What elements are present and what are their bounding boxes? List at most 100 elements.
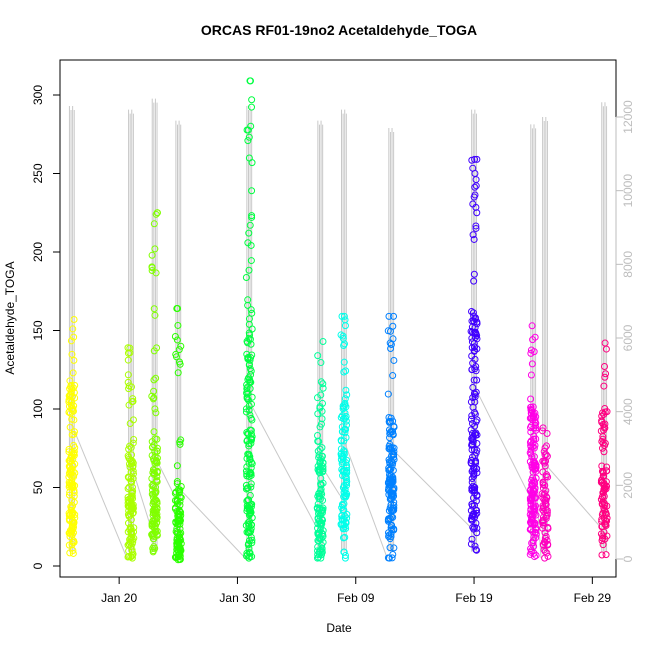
data-point <box>385 466 393 474</box>
data-point <box>342 434 350 442</box>
data-point <box>527 548 535 556</box>
data-point <box>471 155 479 163</box>
data-point <box>317 391 325 399</box>
data-point <box>471 523 479 531</box>
data-point <box>599 489 607 497</box>
data-point <box>318 415 326 423</box>
data-point <box>343 421 351 429</box>
data-point <box>526 449 534 457</box>
data-point <box>125 547 133 555</box>
y-tick-label: 0 <box>31 562 45 569</box>
data-point <box>469 394 477 402</box>
data-point <box>530 494 538 502</box>
data-point <box>150 220 158 228</box>
data-point <box>248 393 256 401</box>
data-point <box>530 453 538 461</box>
data-point <box>389 417 397 425</box>
data-point <box>244 301 252 309</box>
y2-tick-label: 10000 <box>621 174 635 208</box>
data-point <box>599 469 607 477</box>
data-point <box>601 373 609 381</box>
data-point <box>244 339 252 347</box>
data-point <box>385 478 393 486</box>
data-point <box>341 395 349 403</box>
data-point <box>173 462 181 470</box>
data-point <box>471 489 479 497</box>
data-point <box>470 389 478 397</box>
data-point <box>471 314 479 322</box>
data-point <box>68 476 76 484</box>
data-point <box>314 352 322 360</box>
data-point <box>247 340 255 348</box>
data-point <box>245 554 253 562</box>
data-point <box>341 409 349 417</box>
data-point <box>246 331 254 339</box>
data-point <box>385 312 393 320</box>
data-point <box>470 193 478 201</box>
data-point <box>173 480 181 488</box>
data-point <box>527 395 535 403</box>
data-point <box>338 504 346 512</box>
data-point <box>385 531 393 539</box>
data-point <box>472 546 480 554</box>
data-point <box>248 539 256 547</box>
data-point <box>148 482 156 490</box>
data-point <box>173 336 181 344</box>
data-point <box>531 528 539 536</box>
data-point <box>539 541 547 549</box>
data-point <box>152 409 160 417</box>
data-point <box>69 549 77 557</box>
data-point <box>390 498 398 506</box>
data-point <box>603 517 611 525</box>
data-point <box>471 183 479 191</box>
data-point <box>247 414 255 422</box>
data-point <box>390 544 398 552</box>
data-point <box>527 371 535 379</box>
data-point <box>469 433 477 441</box>
data-point <box>176 493 184 501</box>
y-tick-label: 150 <box>31 320 45 340</box>
y-axis-label: Acetaldehyde_TOGA <box>3 261 17 374</box>
data-point <box>529 520 537 528</box>
data-point <box>337 437 345 445</box>
data-point <box>339 516 347 524</box>
data-point <box>150 376 158 384</box>
data-point <box>473 155 481 163</box>
data-point <box>528 407 536 415</box>
data-point <box>172 350 180 358</box>
data-point <box>471 334 479 342</box>
data-point <box>542 451 550 459</box>
data-point <box>68 479 76 487</box>
data-point <box>341 554 349 562</box>
data-point <box>126 455 134 463</box>
data-point <box>151 497 159 505</box>
data-point <box>339 467 347 475</box>
data-point <box>469 453 477 461</box>
data-point <box>469 494 477 502</box>
data-point <box>532 426 540 434</box>
data-point <box>246 426 254 434</box>
x-tick-label: Jan 20 <box>101 591 137 605</box>
data-point <box>66 471 74 479</box>
y-tick-label: 250 <box>31 163 45 183</box>
data-point <box>471 542 479 550</box>
data-point <box>315 465 323 473</box>
data-point <box>599 435 607 443</box>
data-point <box>541 554 549 562</box>
data-point <box>127 534 135 542</box>
data-point <box>126 442 134 450</box>
data-point <box>245 133 253 141</box>
data-point <box>598 523 606 531</box>
data-point <box>541 462 549 470</box>
data-point <box>175 346 183 354</box>
data-point <box>70 402 78 410</box>
data-point <box>247 122 255 130</box>
data-point <box>148 264 156 272</box>
data-point <box>598 551 606 559</box>
data-point <box>173 478 181 486</box>
data-point <box>125 512 133 520</box>
data-point <box>315 494 323 502</box>
data-point <box>247 257 255 265</box>
data-point <box>473 376 481 384</box>
data-point <box>530 553 538 561</box>
